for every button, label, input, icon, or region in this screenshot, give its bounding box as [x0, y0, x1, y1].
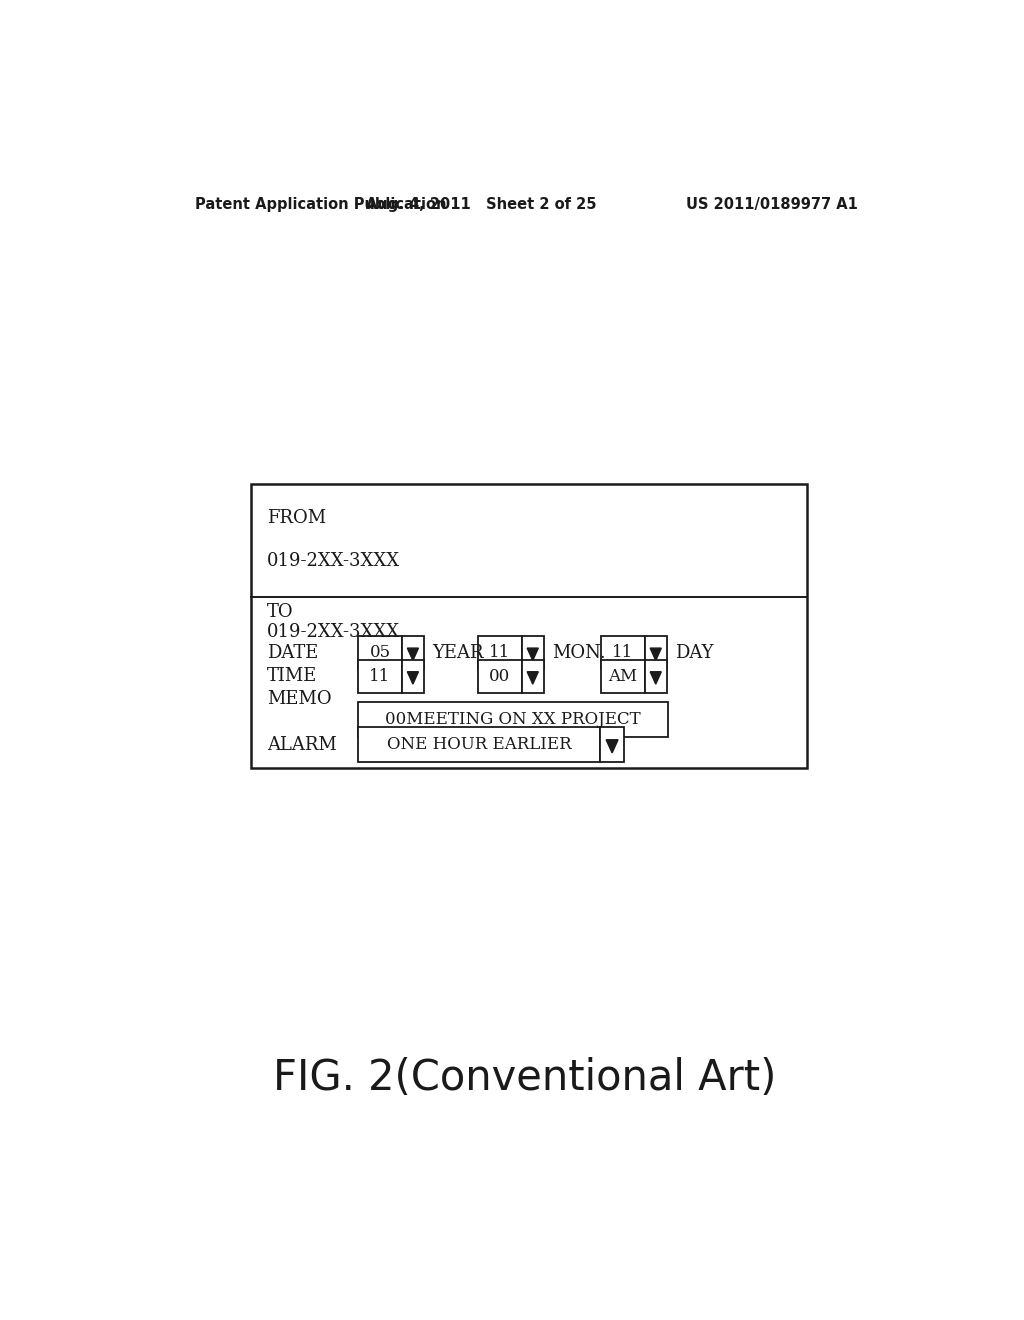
Polygon shape	[650, 672, 662, 684]
Text: DAY: DAY	[675, 644, 714, 661]
Text: AM: AM	[608, 668, 637, 685]
Text: 00: 00	[489, 668, 510, 685]
Polygon shape	[527, 648, 539, 660]
Bar	[521, 636, 544, 669]
Text: 00MEETING ON XX PROJECT: 00MEETING ON XX PROJECT	[385, 711, 641, 729]
Polygon shape	[408, 672, 419, 684]
Bar	[478, 636, 521, 669]
Bar	[358, 727, 600, 762]
Text: ALARM: ALARM	[267, 735, 337, 754]
Text: Patent Application Publication: Patent Application Publication	[196, 197, 446, 211]
Text: 11: 11	[612, 644, 634, 661]
Text: 11: 11	[370, 668, 390, 685]
Polygon shape	[650, 648, 662, 660]
Text: US 2011/0189977 A1: US 2011/0189977 A1	[686, 197, 858, 211]
Text: TO: TO	[267, 603, 294, 620]
Bar	[645, 660, 667, 693]
Text: 05: 05	[370, 644, 390, 661]
Text: YEAR: YEAR	[432, 644, 483, 661]
Bar	[521, 660, 544, 693]
Bar	[358, 660, 401, 693]
Polygon shape	[527, 672, 539, 684]
Bar	[358, 636, 401, 669]
Bar	[601, 636, 645, 669]
Polygon shape	[408, 648, 419, 660]
Text: TIME: TIME	[267, 668, 317, 685]
Bar	[401, 660, 424, 693]
Text: ONE HOUR EARLIER: ONE HOUR EARLIER	[387, 737, 571, 754]
Text: 11: 11	[489, 644, 510, 661]
Text: DATE: DATE	[267, 644, 318, 661]
Bar	[251, 483, 807, 768]
Text: 019-2XX-3XXX: 019-2XX-3XXX	[267, 623, 400, 640]
Text: FROM: FROM	[267, 508, 326, 527]
Polygon shape	[606, 739, 618, 752]
Text: MON.: MON.	[552, 644, 605, 661]
Text: Aug. 4, 2011   Sheet 2 of 25: Aug. 4, 2011 Sheet 2 of 25	[366, 197, 596, 211]
Bar	[401, 636, 424, 669]
Bar	[601, 660, 645, 693]
Text: 019-2XX-3XXX: 019-2XX-3XXX	[267, 552, 400, 570]
Text: FIG. 2(Conventional Art): FIG. 2(Conventional Art)	[273, 1057, 776, 1100]
Text: MEMO: MEMO	[267, 689, 332, 708]
Bar	[645, 636, 667, 669]
Bar	[600, 727, 624, 762]
Bar	[358, 702, 668, 737]
Bar	[478, 660, 521, 693]
